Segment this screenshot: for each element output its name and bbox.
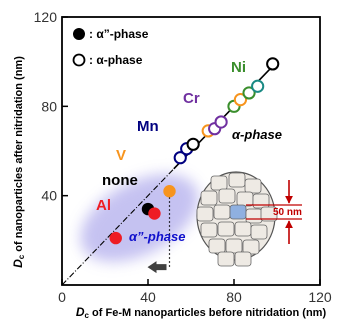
x-tick-label: 40 xyxy=(140,289,156,305)
data-point-open xyxy=(242,86,256,100)
grain-cell xyxy=(250,224,268,240)
grain-cell xyxy=(234,221,252,237)
grain-cell xyxy=(244,178,262,194)
shift-arrow xyxy=(147,261,167,274)
grain-cell xyxy=(210,175,228,191)
legend-label-alpha-double-prime: : α”-phase xyxy=(89,27,149,41)
grain-cell xyxy=(196,206,214,222)
grain-cell xyxy=(200,190,218,206)
data-point-open xyxy=(266,57,280,71)
x-axis-title: Dc of Fe-M nanoparticles before nitridat… xyxy=(76,305,327,320)
grain-cell xyxy=(217,251,235,267)
y-axis-title: Dc of nanoparticles after nitridation (n… xyxy=(11,56,26,268)
x-tick-label: 80 xyxy=(226,289,242,305)
x-tick-label: 120 xyxy=(308,289,332,305)
grain-cell xyxy=(218,188,236,204)
label-alpha-phase: α-phase xyxy=(232,127,282,142)
plot-frame xyxy=(61,16,321,286)
label-alpha-double-prime-phase: α”-phase xyxy=(129,229,185,244)
grain-cell xyxy=(217,221,235,237)
data-point-open xyxy=(214,115,228,129)
grain-cell xyxy=(208,238,226,254)
grain-cell xyxy=(213,204,231,220)
label-ni: Ni xyxy=(231,59,246,76)
x-ticks: 0 40 80 120 xyxy=(58,279,332,305)
grain-cell xyxy=(228,172,246,188)
legend-marker-filled xyxy=(73,28,85,40)
scale-bar-label: 50 nm xyxy=(273,207,302,218)
grain-cell xyxy=(252,193,270,209)
data-point-open xyxy=(173,151,187,165)
grain-cell xyxy=(229,204,247,220)
data-point-filled xyxy=(109,231,122,245)
legend: : α”-phase : α-phase xyxy=(72,27,149,67)
data-point-open xyxy=(251,79,265,93)
data-point-open xyxy=(233,93,248,107)
data-point-filled xyxy=(163,185,176,198)
y-tick-label: 40 xyxy=(41,188,57,204)
y-ticks: 40 80 120 xyxy=(34,9,68,204)
grain-cell xyxy=(245,208,263,224)
grain-cell xyxy=(225,238,243,254)
data-points xyxy=(109,57,280,245)
grain-cell xyxy=(260,206,278,222)
label-cr: Cr xyxy=(183,90,200,107)
y-tick-label: 80 xyxy=(41,98,57,114)
data-point-filled xyxy=(148,207,161,220)
legend-marker-open xyxy=(72,53,86,67)
label-none: none xyxy=(102,172,138,189)
reference-line-dashed xyxy=(61,168,175,286)
alpha-double-prime-region xyxy=(80,174,199,262)
grain-cell xyxy=(200,222,218,238)
label-mn: Mn xyxy=(137,118,159,135)
grain-microstructure-inset: 50 nm xyxy=(196,171,302,267)
y-tick-label: 120 xyxy=(34,9,58,25)
label-v: V xyxy=(116,147,126,164)
x-tick-label: 0 xyxy=(58,289,66,305)
grain-cell xyxy=(236,191,254,207)
label-al: Al xyxy=(96,197,111,214)
legend-label-alpha: : α-phase xyxy=(89,53,143,67)
grain-cell xyxy=(234,251,252,267)
data-point-open xyxy=(186,137,200,151)
